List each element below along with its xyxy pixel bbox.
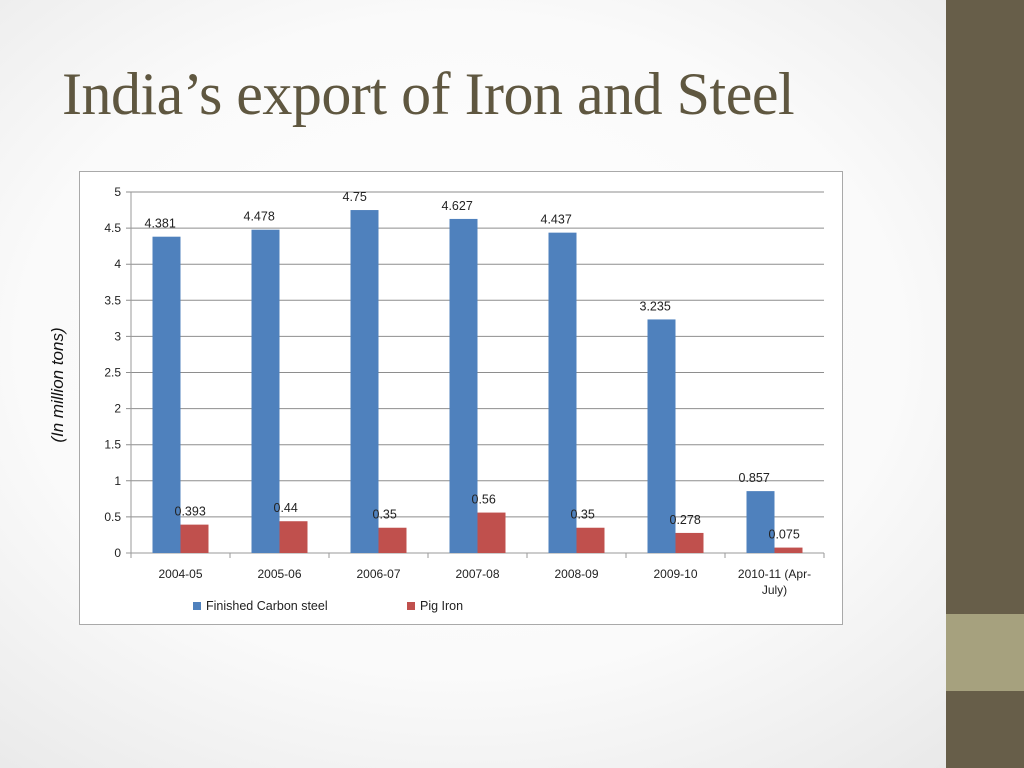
y-tick-label: 0.5: [104, 510, 121, 524]
bar-finished-carbon-steel: [350, 210, 379, 554]
x-tick-label: 2010-11 (Apr-: [738, 567, 811, 581]
chart-frame: 0 0.5 1 1.5 2 2.5 3 3.5 4 4.5 5 4.381 4.478 4.75 4.62…: [79, 171, 843, 625]
bar-pig-iron: [576, 527, 605, 553]
y-tick-label: 4.5: [104, 221, 121, 235]
data-label: 0.393: [175, 505, 206, 519]
decorative-side-accent: [946, 614, 1024, 691]
data-labels: 4.381 4.478 4.75 4.627 4.437 3.235 0.857 0.393 0…: [145, 190, 800, 542]
y-tick-label: 1: [114, 474, 121, 488]
x-tick-label: 2007-08: [455, 567, 499, 581]
y-tick-label: 2: [114, 402, 121, 416]
y-tick-label: 4: [114, 257, 121, 271]
y-axis-ticks: 0 0.5 1 1.5 2 2.5 3 3.5 4 4.5 5: [104, 185, 121, 560]
y-tick-label: 0: [114, 546, 121, 560]
x-tick-label: 2005-06: [257, 567, 301, 581]
bar-finished-carbon-steel: [548, 232, 577, 553]
legend-swatch: [407, 602, 415, 610]
bar-finished-carbon-steel: [647, 319, 676, 553]
data-label: 4.381: [145, 217, 176, 231]
bar-chart: 0 0.5 1 1.5 2 2.5 3 3.5 4 4.5 5 4.381 4.478 4.75 4.62…: [104, 185, 825, 613]
bar-finished-carbon-steel: [449, 218, 478, 553]
x-tick-label: 2004-05: [158, 567, 202, 581]
bar-pig-iron: [279, 521, 308, 553]
data-label: 4.75: [343, 190, 367, 204]
x-tick-label: 2009-10: [653, 567, 697, 581]
y-tick-label: 3: [114, 329, 121, 343]
data-label: 0.278: [670, 513, 701, 527]
y-tick-label: 1.5: [104, 438, 121, 452]
bars: [152, 210, 803, 554]
data-label: 4.478: [244, 210, 275, 224]
data-label: 0.35: [571, 508, 595, 522]
data-label: 0.35: [373, 508, 397, 522]
data-label: 0.857: [739, 471, 770, 485]
bar-pig-iron: [378, 527, 407, 553]
data-label: 4.437: [541, 213, 572, 227]
bar-finished-carbon-steel: [746, 491, 775, 553]
legend-label: Pig Iron: [420, 599, 463, 613]
legend-swatch: [193, 602, 201, 610]
legend: Finished Carbon steel Pig Iron: [193, 599, 463, 613]
bar-finished-carbon-steel: [152, 236, 181, 553]
y-axis-unit-label: (In million tons): [48, 327, 67, 443]
data-label: 0.56: [472, 493, 496, 507]
bar-finished-carbon-steel: [251, 229, 280, 553]
y-tick-label: 5: [114, 185, 121, 199]
x-tick-label: July): [762, 583, 787, 597]
data-label: 0.44: [274, 501, 298, 515]
x-axis-ticks: 2004-05 2005-06 2006-07 2007-08 2008-09 2009-…: [130, 553, 825, 597]
bar-pig-iron: [675, 532, 704, 553]
bar-pig-iron: [180, 524, 209, 553]
x-tick-label: 2008-09: [554, 567, 598, 581]
slide-title: India’s export of Iron and Steel: [62, 61, 795, 127]
data-label: 3.235: [640, 299, 671, 313]
data-label: 4.627: [442, 199, 473, 213]
y-tick-label: 3.5: [104, 293, 121, 307]
bar-pig-iron: [477, 512, 506, 553]
legend-label: Finished Carbon steel: [206, 599, 328, 613]
x-tick-label: 2006-07: [356, 567, 400, 581]
y-tick-label: 2.5: [104, 366, 121, 380]
data-label: 0.075: [769, 528, 800, 542]
bar-pig-iron: [774, 547, 803, 553]
